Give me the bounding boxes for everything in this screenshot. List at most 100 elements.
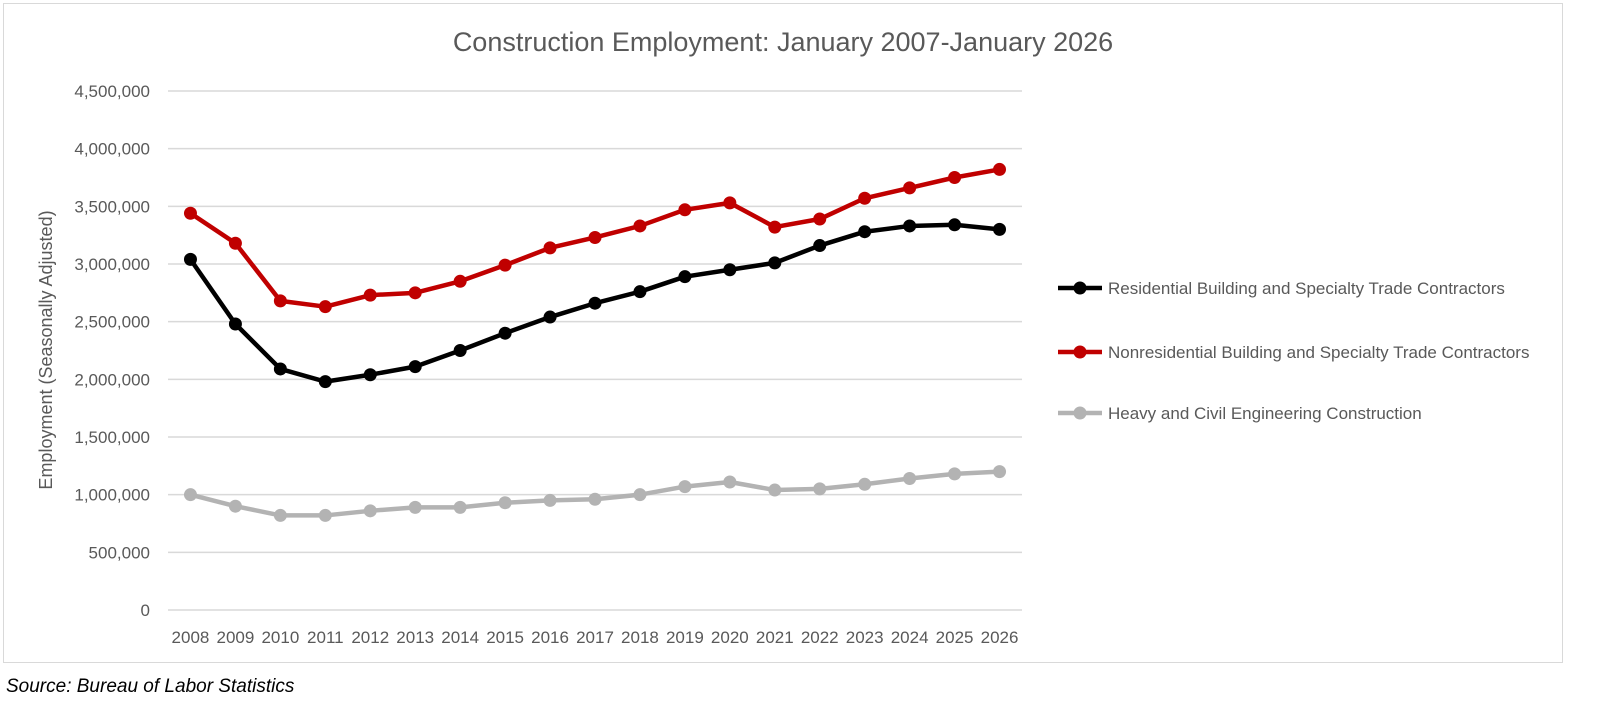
data-point [588,492,602,506]
data-point [543,310,557,324]
x-tick-label: 2012 [351,628,389,647]
y-tick-label: 2,000,000 [74,370,150,389]
chart-title: Construction Employment: January 2007-Ja… [453,27,1113,57]
series-2 [183,465,1007,522]
x-tick-label: 2025 [936,628,974,647]
data-point [993,162,1007,176]
legend-item: Nonresidential Building and Specialty Tr… [1058,343,1529,362]
data-point [183,252,197,266]
x-tick-label: 2021 [756,628,794,647]
x-tick-label: 2023 [846,628,884,647]
data-point [318,375,332,389]
data-point [453,274,467,288]
legend-marker-icon [1073,281,1087,295]
x-tick-label: 2011 [307,628,344,647]
legend-item: Residential Building and Specialty Trade… [1058,279,1505,298]
data-point [813,482,827,496]
data-point [363,504,377,518]
data-point [588,296,602,310]
x-tick-label: 2020 [711,628,749,647]
y-tick-label: 1,000,000 [74,486,150,505]
data-point [993,222,1007,236]
data-point [318,508,332,522]
data-point [633,488,647,502]
y-tick-label: 4,000,000 [74,140,150,159]
data-point [723,475,737,489]
data-point [588,230,602,244]
data-point [183,206,197,220]
data-point [813,212,827,226]
series-1 [183,162,1007,314]
x-tick-label: 2022 [801,628,839,647]
x-tick-label: 2009 [217,628,255,647]
legend-label: Heavy and Civil Engineering Construction [1108,404,1422,423]
y-tick-label: 3,500,000 [74,197,150,216]
legend-label: Residential Building and Specialty Trade… [1108,279,1505,298]
data-point [273,362,287,376]
data-point [228,236,242,250]
data-point [408,360,422,374]
data-point [768,483,782,497]
x-tick-label: 2026 [981,628,1019,647]
x-tick-label: 2024 [891,628,929,647]
data-point [228,317,242,331]
series-0 [183,218,1007,389]
data-point [723,263,737,277]
data-point [633,219,647,233]
x-tick-label: 2008 [172,628,210,647]
data-point [768,256,782,270]
x-tick-label: 2019 [666,628,704,647]
data-point [858,225,872,239]
x-tick-label: 2010 [261,628,299,647]
source-note: Source: Bureau of Labor Statistics [6,676,295,697]
data-point [543,493,557,507]
data-point [408,286,422,300]
data-point [318,300,332,314]
y-tick-label: 1,500,000 [74,428,150,447]
data-point [498,496,512,510]
data-point [228,499,242,513]
y-tick-label: 4,500,000 [74,82,150,101]
y-tick-label: 0 [141,601,150,620]
data-point [183,488,197,502]
y-tick-label: 500,000 [89,543,150,562]
data-point [858,477,872,491]
data-point [948,171,962,184]
data-point [453,344,467,357]
data-point [768,220,782,234]
data-point [993,465,1007,479]
legend-marker-icon [1073,406,1087,420]
x-tick-label: 2018 [621,628,659,647]
y-axis-label: Employment (Seasonally Adjusted) [36,210,56,489]
data-point [678,203,692,217]
data-point [498,326,512,340]
data-point [903,219,917,233]
x-tick-label: 2015 [486,628,524,647]
data-point [363,288,377,302]
y-tick-label: 3,000,000 [74,255,150,274]
data-point [813,239,827,253]
y-tick-label: 2,500,000 [74,313,150,332]
chart-frame [3,3,1563,663]
data-point [858,191,872,205]
data-point [903,472,917,486]
data-point [903,181,917,195]
data-point [273,294,287,308]
data-point [498,258,512,272]
data-point [273,508,287,522]
legend-label: Nonresidential Building and Specialty Tr… [1108,343,1529,362]
data-point [678,480,692,494]
data-point [678,270,692,284]
x-tick-label: 2013 [396,628,434,647]
data-point [363,368,377,382]
data-point [408,500,422,514]
data-point [723,196,737,210]
x-tick-label: 2014 [441,628,479,647]
x-tick-label: 2017 [576,628,614,647]
x-tick-label: 2016 [531,628,569,647]
legend-marker-icon [1073,345,1087,359]
legend-item: Heavy and Civil Engineering Construction [1058,404,1422,423]
data-point [948,467,962,481]
data-point [948,218,962,232]
